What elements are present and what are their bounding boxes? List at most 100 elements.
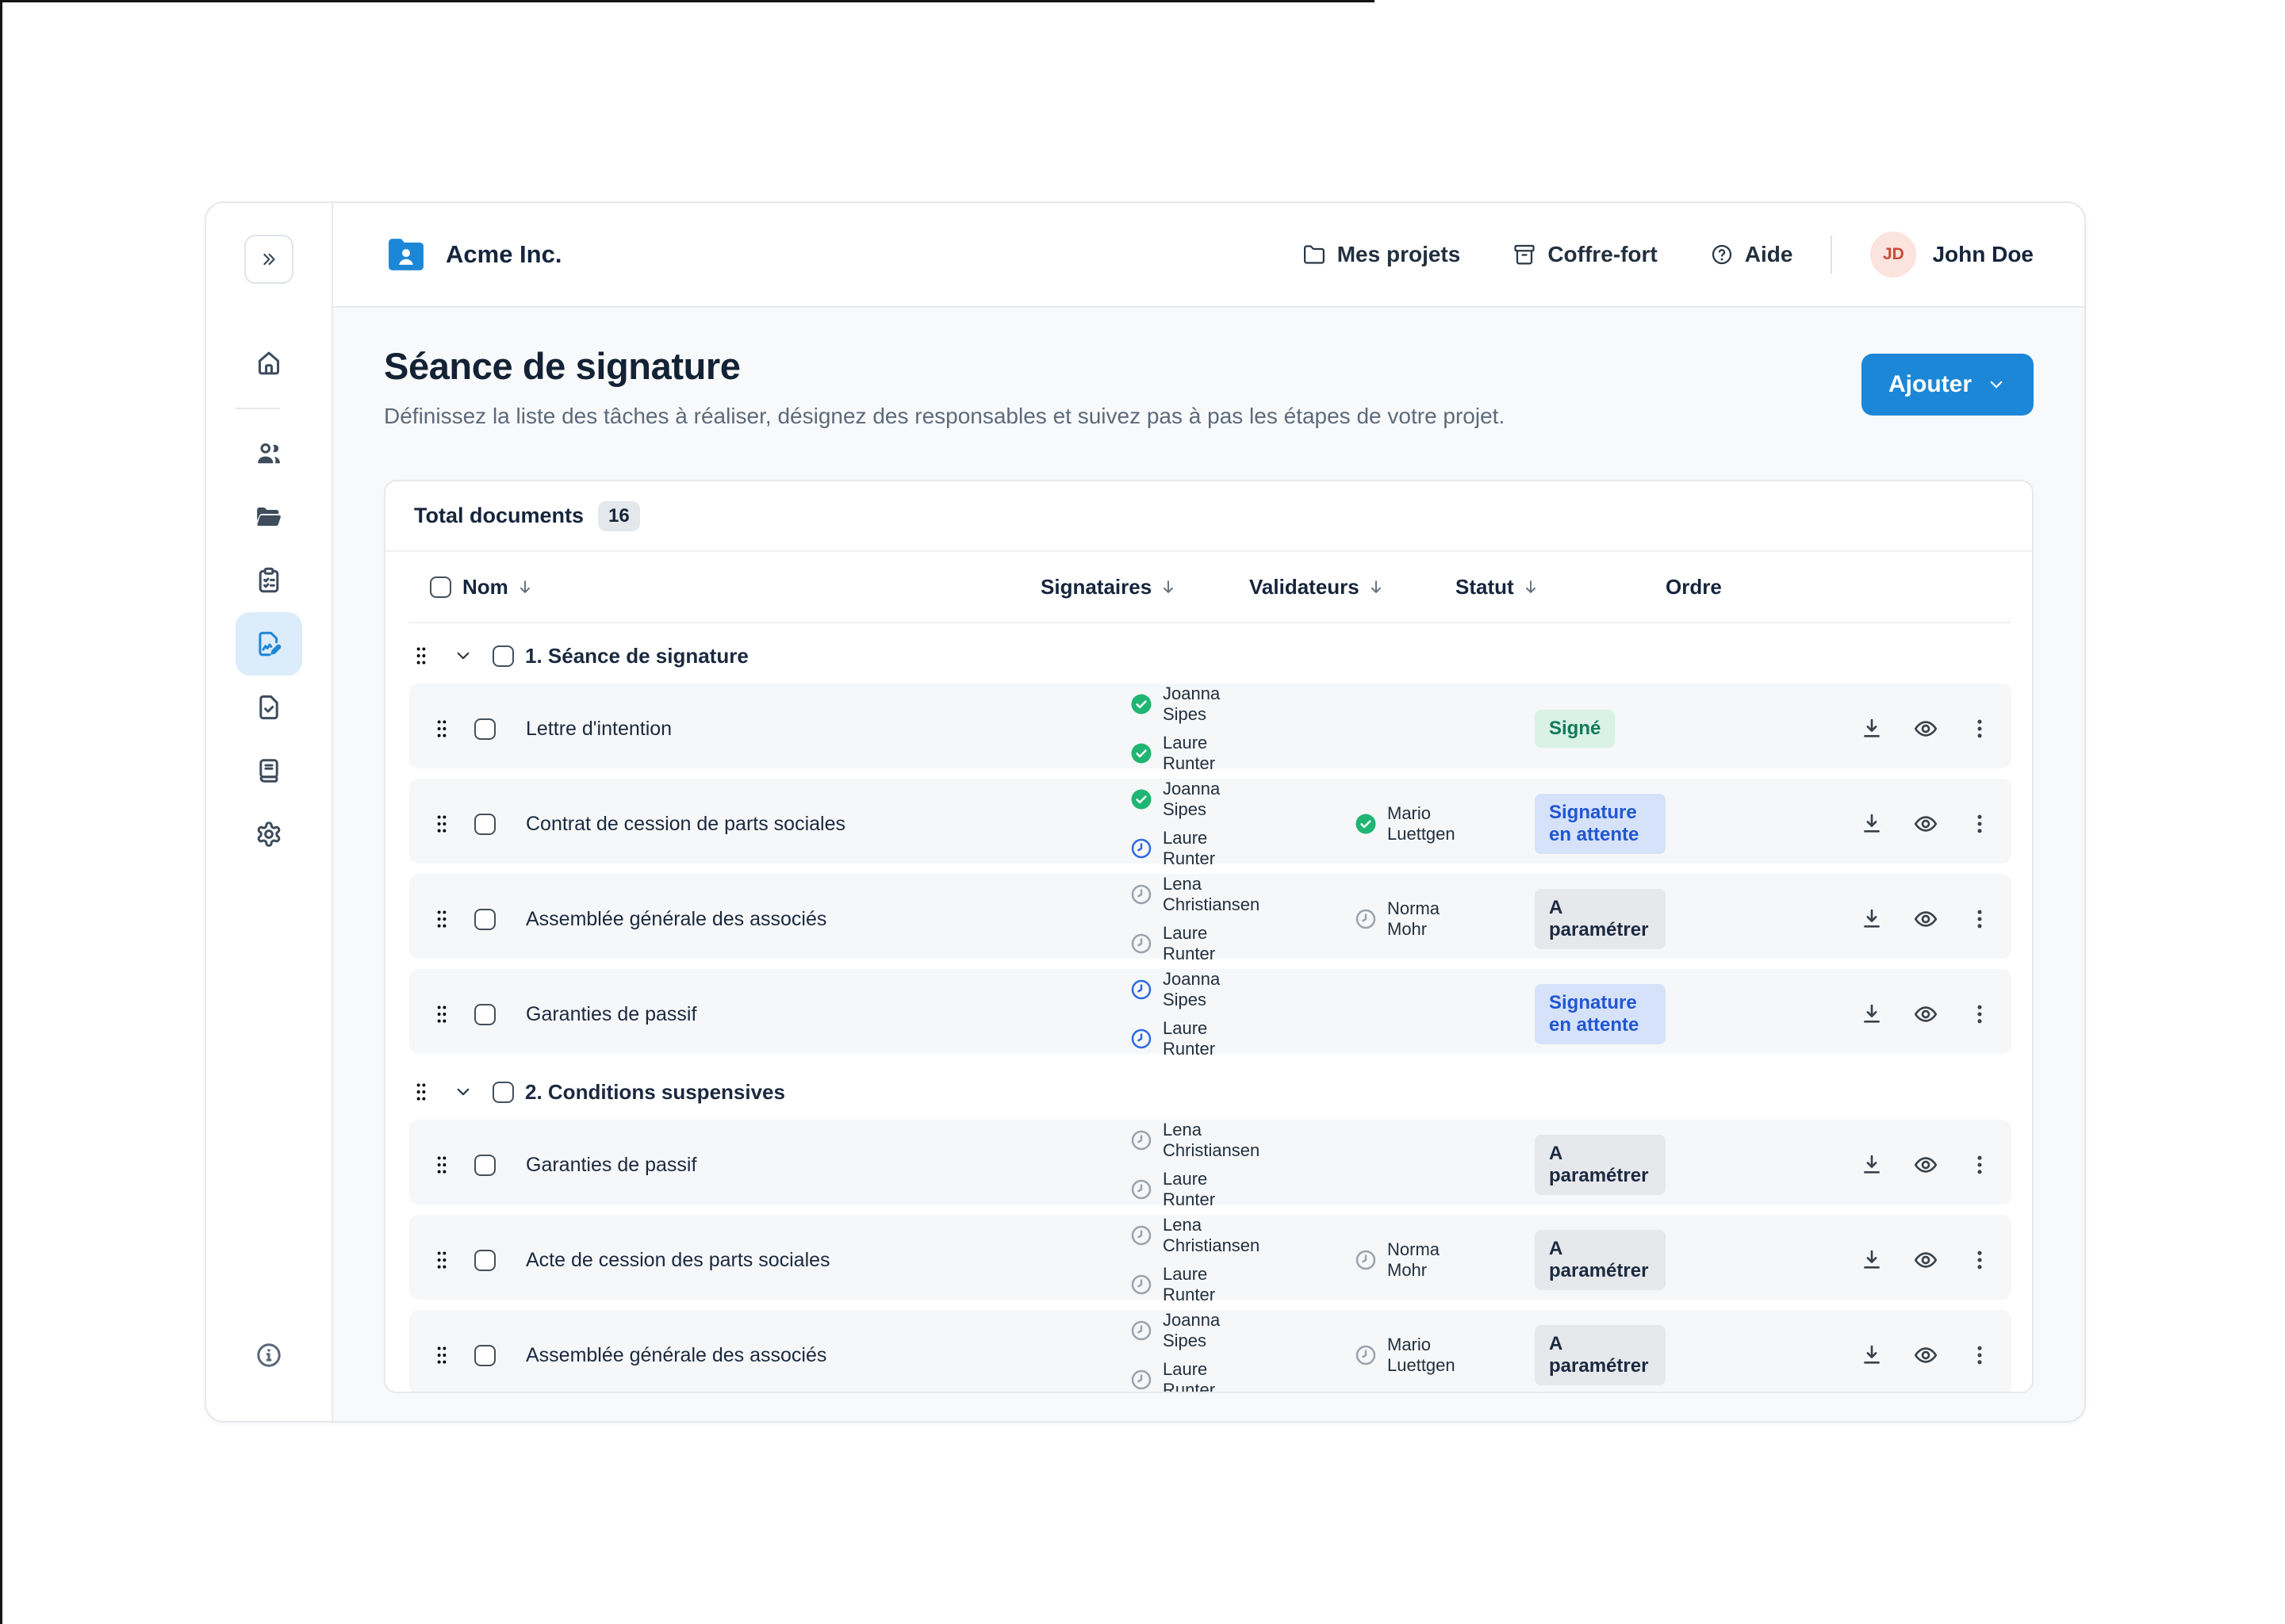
- download-icon[interactable]: [1859, 716, 1884, 741]
- statut-cell: Signature en attente: [1455, 794, 1666, 854]
- info-icon[interactable]: [255, 1341, 283, 1369]
- sidebar-item-contacts[interactable]: [236, 422, 302, 485]
- column-header-nom[interactable]: Nom: [409, 575, 1041, 599]
- nav-item-coffre-fort[interactable]: Coffre-fort: [1512, 242, 1658, 267]
- row-actions: [1666, 906, 2011, 932]
- more-options-icon[interactable]: [1967, 1002, 1992, 1027]
- column-header-signataires[interactable]: Signataires: [1041, 575, 1249, 599]
- sidebar-item-registers[interactable]: [236, 739, 302, 802]
- drag-handle-icon[interactable]: [435, 1004, 448, 1025]
- status-badge: Signature en attente: [1535, 984, 1666, 1044]
- add-button[interactable]: Ajouter: [1861, 354, 2034, 416]
- drag-handle-icon[interactable]: [435, 909, 448, 929]
- document-checkbox[interactable]: [474, 908, 496, 930]
- document-name-cell: Garanties de passif: [409, 1154, 1041, 1177]
- more-options-icon[interactable]: [1967, 1342, 1992, 1368]
- document-row[interactable]: Assemblée générale des associés Joanna S…: [409, 1310, 2011, 1392]
- sidebar-item-home[interactable]: [236, 331, 302, 395]
- preview-eye-icon[interactable]: [1913, 811, 1938, 837]
- download-icon[interactable]: [1859, 906, 1884, 932]
- document-name: Acte de cession des parts sociales: [526, 1248, 830, 1271]
- preview-eye-icon[interactable]: [1913, 1002, 1938, 1027]
- company-logo-icon: [384, 232, 428, 277]
- sidebar-item-validated-docs[interactable]: [236, 676, 302, 739]
- document-row[interactable]: Lettre d'intention Joanna Sipes Laure Ru…: [409, 684, 2011, 773]
- user-name: John Doe: [1932, 242, 2034, 266]
- document-checkbox[interactable]: [474, 813, 496, 835]
- drag-handle-icon[interactable]: [435, 1345, 448, 1365]
- table-header-row: Nom Signataires Validateurs Statut Ordre: [409, 552, 2011, 623]
- group-checkbox[interactable]: [493, 1081, 514, 1103]
- drag-handle-icon[interactable]: [415, 645, 427, 666]
- file-pen-icon: [255, 630, 283, 658]
- group-row-1[interactable]: 1. Séance de signature: [409, 628, 2011, 684]
- sidebar-item-documents[interactable]: [236, 485, 302, 549]
- more-options-icon[interactable]: [1967, 716, 1992, 741]
- document-row[interactable]: Contrat de cession de parts sociales Joa…: [409, 779, 2011, 868]
- preview-eye-icon[interactable]: [1913, 1247, 1938, 1273]
- drag-handle-icon[interactable]: [435, 1250, 448, 1270]
- row-actions: [1666, 1342, 2011, 1368]
- document-row[interactable]: Garanties de passif Lena Christiansen La…: [409, 1120, 2011, 1209]
- page-title: Séance de signature: [384, 345, 741, 387]
- person-entry: Joanna Sipes: [1129, 779, 1249, 820]
- total-documents-count: 16: [598, 500, 640, 531]
- person-entry: Laure Runter: [1129, 733, 1249, 774]
- preview-eye-icon[interactable]: [1913, 716, 1938, 741]
- sidebar-item-tasks[interactable]: [236, 549, 302, 612]
- document-name: Assemblée générale des associés: [526, 907, 827, 930]
- status-badge: A paramétrer: [1535, 1325, 1666, 1385]
- person-entry: Laure Runter: [1129, 1169, 1249, 1210]
- preview-eye-icon[interactable]: [1913, 1152, 1938, 1178]
- more-options-icon[interactable]: [1967, 811, 1992, 837]
- document-checkbox[interactable]: [474, 1003, 496, 1025]
- drag-handle-icon[interactable]: [435, 718, 448, 739]
- download-icon[interactable]: [1859, 1002, 1884, 1027]
- document-row[interactable]: Assemblée générale des associés Lena Chr…: [409, 874, 2011, 963]
- todo-clock-icon: [1129, 932, 1153, 956]
- row-actions: [1666, 811, 2011, 837]
- select-all-checkbox[interactable]: [430, 576, 451, 598]
- group-checkbox[interactable]: [493, 645, 514, 667]
- column-header-statut[interactable]: Statut: [1455, 575, 1666, 599]
- download-icon[interactable]: [1859, 811, 1884, 837]
- more-options-icon[interactable]: [1967, 1152, 1992, 1178]
- more-options-icon[interactable]: [1967, 906, 1992, 932]
- column-header-validateurs[interactable]: Validateurs: [1249, 575, 1455, 599]
- statut-cell: A paramétrer: [1455, 1135, 1666, 1195]
- document-checkbox[interactable]: [474, 1249, 496, 1271]
- person-name: Laure Runter: [1163, 923, 1216, 963]
- pending-clock-icon: [1129, 837, 1153, 860]
- drag-handle-icon[interactable]: [435, 814, 448, 834]
- preview-eye-icon[interactable]: [1913, 906, 1938, 932]
- vault-icon: [1512, 243, 1536, 266]
- column-header-ordre[interactable]: Ordre: [1666, 575, 2011, 599]
- document-checkbox[interactable]: [474, 1154, 496, 1176]
- preview-eye-icon[interactable]: [1913, 1342, 1938, 1368]
- group-label: 1. Séance de signature: [525, 643, 749, 668]
- document-checkbox[interactable]: [474, 718, 496, 740]
- collapse-chevron-icon[interactable]: [453, 1082, 473, 1102]
- user-menu[interactable]: JD John Doe: [1870, 232, 2034, 278]
- drag-handle-icon[interactable]: [415, 1082, 427, 1102]
- document-row[interactable]: Acte de cession des parts sociales Lena …: [409, 1215, 2011, 1304]
- download-icon[interactable]: [1859, 1342, 1884, 1368]
- sidebar-item-settings[interactable]: [236, 802, 302, 866]
- more-options-icon[interactable]: [1967, 1247, 1992, 1273]
- nav-item-aide[interactable]: Aide: [1710, 242, 1792, 267]
- person-name: Lena Christiansen: [1163, 1215, 1260, 1255]
- signataires-cell: Lena Christiansen Laure Runter: [1041, 874, 1259, 964]
- sidebar-item-signature[interactable]: [236, 612, 302, 676]
- group-row-2[interactable]: 2. Conditions suspensives: [409, 1064, 2011, 1120]
- todo-clock-icon: [1129, 1178, 1153, 1201]
- todo-clock-icon: [1354, 907, 1378, 931]
- collapse-chevron-icon[interactable]: [453, 645, 473, 666]
- nav-item-mes-projets[interactable]: Mes projets: [1302, 242, 1460, 267]
- download-icon[interactable]: [1859, 1247, 1884, 1273]
- document-row[interactable]: Garanties de passif Joanna Sipes Laure R…: [409, 969, 2011, 1059]
- document-checkbox[interactable]: [474, 1344, 496, 1366]
- drag-handle-icon[interactable]: [435, 1155, 448, 1175]
- sidebar-expand-button[interactable]: [244, 235, 293, 284]
- download-icon[interactable]: [1859, 1152, 1884, 1178]
- todo-clock-icon: [1129, 1273, 1153, 1297]
